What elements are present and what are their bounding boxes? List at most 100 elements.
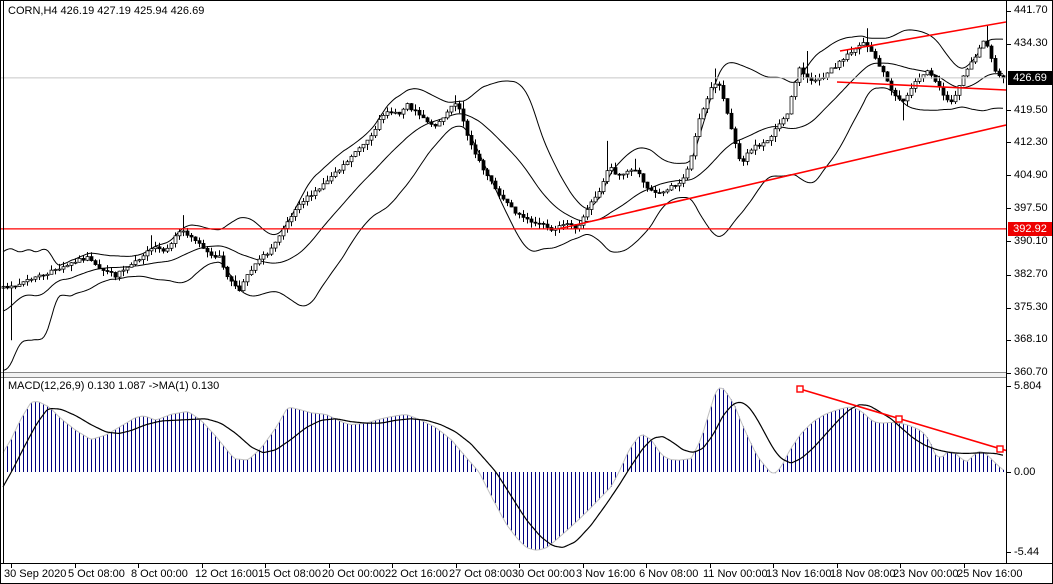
trendline-handle[interactable]: [996, 445, 1004, 453]
time-tick: [74, 564, 76, 568]
candle-up: [217, 255, 222, 258]
candle-up: [277, 235, 282, 243]
candle-down: [545, 223, 550, 228]
bollinger-bands: [2, 29, 1004, 372]
candle-up: [605, 170, 610, 182]
price-tick: [1007, 308, 1011, 309]
candle-up: [177, 231, 182, 237]
price-tick: [1007, 208, 1011, 209]
price-tick-label: 382.70: [1014, 268, 1048, 280]
trendline-ascending-support[interactable]: [557, 124, 1006, 230]
candle-down: [225, 266, 230, 278]
candle-up: [309, 195, 314, 197]
time-tick-label: 3 Nov 16:00: [576, 568, 636, 580]
candle-down: [877, 57, 882, 67]
candle-up: [37, 274, 42, 278]
pane-divider[interactable]: [1, 372, 1006, 378]
macd-trendline[interactable]: [799, 388, 1006, 452]
trendline-handle[interactable]: [895, 415, 903, 423]
candle-up: [365, 139, 370, 145]
candle-down: [97, 264, 102, 269]
candle-down: [489, 175, 494, 182]
candle-up: [401, 108, 406, 115]
candle-down: [929, 70, 934, 76]
candle-down: [89, 256, 94, 262]
candle-up: [829, 67, 834, 74]
candle-down: [645, 181, 650, 189]
price-chart-pane[interactable]: CORN,H4 426.19 427.19 425.94 426.69: [1, 1, 1006, 372]
candle-down: [737, 143, 742, 160]
candle-up: [385, 111, 390, 116]
candle-up: [349, 156, 354, 163]
candle-up: [769, 136, 774, 142]
candle-up: [693, 136, 698, 157]
candle-down: [717, 83, 722, 86]
macd-tick: [1007, 386, 1011, 387]
candle-down: [757, 144, 762, 147]
candle-up: [313, 190, 318, 196]
candle-down: [101, 267, 106, 271]
candle-up: [833, 67, 838, 69]
candle-down: [109, 271, 114, 273]
candle-up: [345, 161, 350, 165]
time-tick: [328, 564, 330, 568]
candle-down: [493, 180, 498, 190]
candle-up: [785, 113, 790, 120]
price-axis[interactable]: 426.69 392.92 441.70 434.30 419.50 412.30 40…: [1006, 1, 1052, 563]
candle-down: [641, 173, 646, 183]
candle-up: [697, 118, 702, 137]
macd-pane[interactable]: MACD(12,26,9) 0.130 1.087 ->MA(1) 0.130: [1, 378, 1006, 563]
bollinger-middle-band: [2, 62, 1003, 312]
candle-up: [977, 47, 982, 58]
candle-down: [521, 214, 526, 218]
time-tick-label: 22 Oct 16:00: [385, 568, 448, 580]
candle-up: [261, 254, 266, 260]
trendline-wedge-top[interactable]: [839, 21, 1006, 52]
time-tick: [963, 564, 965, 568]
trendline-wedge-bottom[interactable]: [836, 81, 1006, 91]
candle-up: [453, 103, 458, 107]
candle-down: [205, 248, 210, 253]
price-tick-label: 419.50: [1014, 104, 1048, 116]
candle-down: [529, 218, 534, 223]
price-tick: [1007, 11, 1011, 12]
candle-up: [441, 117, 446, 122]
candle-down: [465, 120, 470, 136]
time-tick: [265, 564, 266, 568]
candle-up: [745, 152, 750, 162]
candle-up: [689, 155, 694, 170]
macd-canvas[interactable]: [1, 378, 1006, 563]
candle-up: [601, 181, 606, 192]
macd-tick-label: 5.804: [1014, 380, 1042, 392]
candle-up: [917, 77, 922, 82]
candle-down: [477, 153, 482, 161]
candle-down: [537, 222, 542, 225]
candle-down: [485, 169, 490, 177]
candle-down: [397, 111, 402, 115]
candle-down: [233, 280, 238, 287]
time-tick: [709, 564, 711, 568]
candle-down: [417, 109, 422, 116]
candle-up: [629, 169, 634, 172]
candle-down: [221, 255, 226, 268]
candle-up: [969, 61, 974, 70]
time-tick: [138, 564, 139, 568]
candle-down: [457, 103, 462, 110]
candle-up: [905, 94, 910, 102]
price-tick-label: 390.10: [1014, 235, 1048, 247]
candle-down: [989, 45, 994, 59]
trendline-handle[interactable]: [796, 385, 804, 393]
price-tick-label: 434.30: [1014, 37, 1048, 49]
time-axis[interactable]: 30 Sep 2020 5 Oct 08:00 8 Oct 00:00 12 Oct …: [1, 563, 1052, 583]
candle-up: [49, 269, 54, 275]
candle-down: [413, 109, 418, 112]
candle-down: [425, 117, 430, 123]
price-tick-label: 368.10: [1014, 333, 1048, 345]
candle-up: [293, 209, 298, 217]
candle-down: [881, 65, 886, 73]
candle-up: [281, 228, 286, 237]
candle-up: [29, 278, 34, 281]
time-tick-label: 15 Oct 08:00: [258, 568, 321, 580]
candle-up: [369, 135, 374, 141]
price-chart-canvas[interactable]: [1, 1, 1006, 372]
